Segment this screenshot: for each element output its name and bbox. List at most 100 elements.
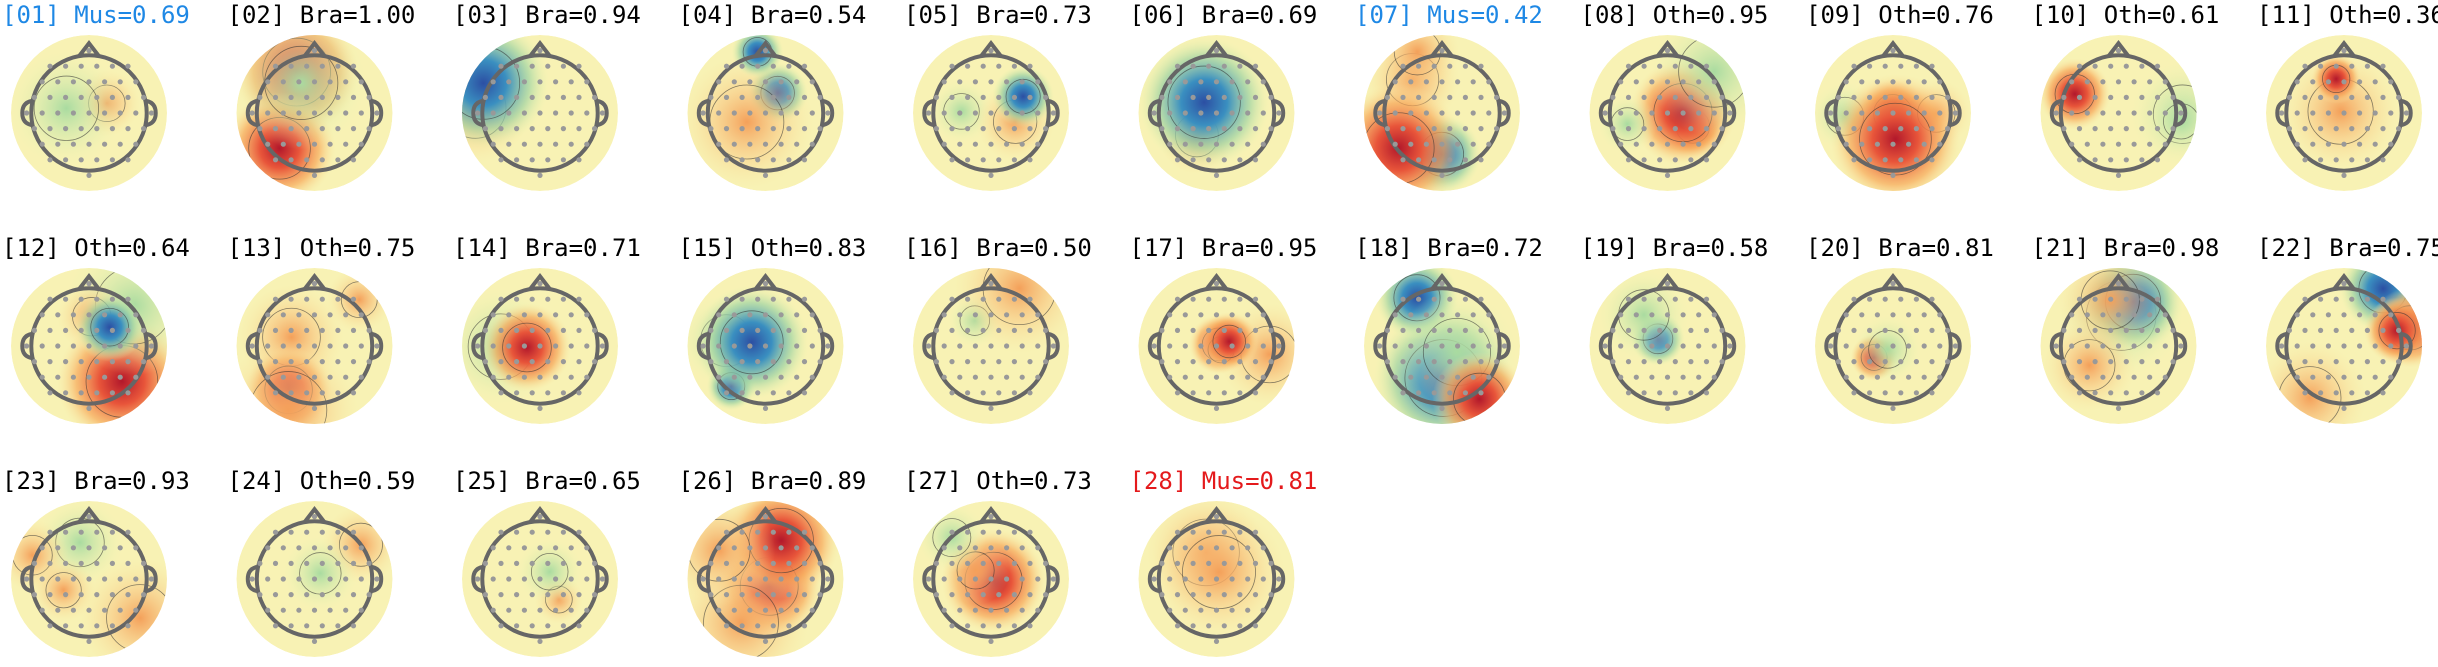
component: [23] Bra=0.93 <box>2 467 190 657</box>
electrode <box>1929 359 1935 365</box>
electrode <box>311 405 318 411</box>
electrode <box>949 94 955 100</box>
topomap <box>11 268 167 424</box>
electrode <box>1206 327 1212 333</box>
electrode <box>2053 343 2059 349</box>
electrode <box>1213 172 1220 178</box>
electrode <box>1431 296 1437 302</box>
electrode <box>2372 110 2378 116</box>
electrode <box>965 327 971 333</box>
nose <box>979 505 1003 524</box>
electrode <box>980 94 986 100</box>
electrode <box>2123 157 2129 163</box>
electrode <box>949 592 955 598</box>
electrode <box>521 576 528 582</box>
electrode <box>1159 94 1165 100</box>
electrode <box>770 623 776 629</box>
electrode <box>1913 296 1919 302</box>
electrode <box>1633 110 1639 116</box>
electrode <box>288 94 294 100</box>
electrode <box>366 560 372 567</box>
electrode <box>1167 545 1173 551</box>
electrode <box>102 110 108 116</box>
electrode <box>1680 374 1686 380</box>
ear <box>1373 99 1385 127</box>
electrode <box>1727 343 1733 349</box>
electrode <box>1221 327 1227 333</box>
electrode <box>2341 48 2347 54</box>
electrode <box>786 529 792 535</box>
electrode <box>1011 623 1018 629</box>
electrode <box>965 623 971 629</box>
electrode <box>366 327 372 333</box>
electrode <box>1182 576 1188 582</box>
electrode <box>2310 110 2316 116</box>
electrode <box>86 607 92 613</box>
electrode <box>1835 327 1841 333</box>
electrode <box>545 63 551 69</box>
electrode <box>576 157 582 163</box>
electrode <box>39 141 45 147</box>
electrode <box>296 576 302 582</box>
electrode <box>1952 110 1958 116</box>
electrode <box>272 359 279 365</box>
electrode <box>755 623 761 629</box>
electrode <box>700 576 706 582</box>
electrode <box>39 374 45 380</box>
electrode <box>537 374 543 380</box>
electrode <box>288 390 294 396</box>
electrode <box>70 374 76 380</box>
contour-line <box>45 572 82 609</box>
electrode <box>778 545 784 551</box>
electrode <box>553 576 559 582</box>
electrode <box>980 327 986 333</box>
electrode <box>1237 157 1243 163</box>
electrode <box>1664 405 1671 411</box>
electrode <box>576 94 582 100</box>
electrode <box>2388 110 2394 116</box>
electrode <box>576 560 582 567</box>
electrode <box>592 359 598 365</box>
head-outline <box>1607 53 1728 173</box>
electrode <box>1470 79 1476 85</box>
electrode <box>1494 359 1500 365</box>
electrode <box>1439 48 1445 54</box>
electrode <box>762 281 769 287</box>
electrode <box>1400 327 1406 333</box>
electrode <box>1229 312 1235 318</box>
electrode <box>1190 592 1196 598</box>
electrode <box>2318 390 2324 396</box>
electrode <box>1641 63 1647 69</box>
electrode <box>482 327 488 333</box>
electrode <box>599 110 606 116</box>
electrode <box>1229 110 1235 116</box>
electrode <box>1649 110 1655 116</box>
electrode <box>2115 312 2122 318</box>
electrode <box>1431 126 1437 132</box>
electrode <box>1657 157 1663 163</box>
electrode <box>2069 79 2075 85</box>
electrode <box>957 576 963 582</box>
electrode <box>31 94 37 100</box>
electrode <box>94 327 100 333</box>
electrode <box>957 545 963 551</box>
ear <box>245 565 258 593</box>
electrode <box>514 327 520 333</box>
electrode <box>708 592 714 598</box>
electrode <box>1190 157 1196 163</box>
electrode <box>988 607 994 613</box>
electrode <box>1633 374 1639 380</box>
electrode <box>1447 390 1453 396</box>
head-outline <box>705 519 826 639</box>
electrode <box>1486 110 1492 116</box>
electrode <box>941 141 947 147</box>
electrode <box>2092 296 2098 302</box>
electrode <box>2302 94 2308 100</box>
nose <box>528 39 552 58</box>
electrode <box>560 296 567 302</box>
electrode <box>514 529 520 535</box>
electrode <box>1618 312 1624 318</box>
electrode <box>358 343 364 349</box>
electrode <box>304 63 310 69</box>
electrode <box>2076 94 2083 100</box>
